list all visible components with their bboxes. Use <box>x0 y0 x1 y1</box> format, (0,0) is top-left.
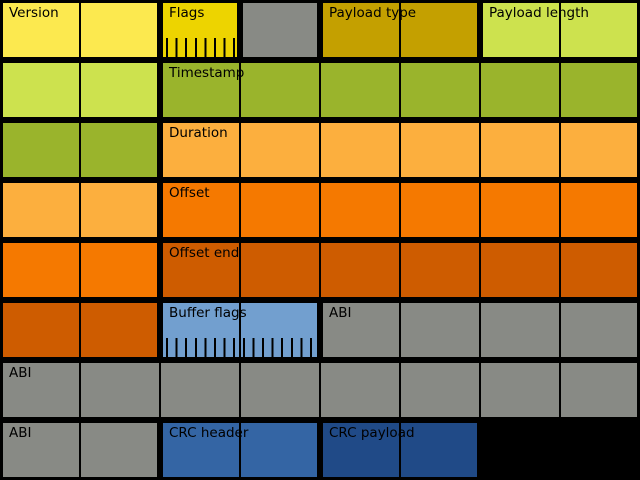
byte-divider <box>239 303 241 357</box>
byte-divider <box>79 123 81 177</box>
field-abi: ABI <box>323 303 637 357</box>
byte-divider <box>479 183 481 237</box>
field-label: CRC payload <box>329 425 415 441</box>
field-abi: ABI <box>3 423 157 477</box>
byte-divider <box>479 63 481 117</box>
field-version: Version <box>3 3 157 57</box>
byte-divider <box>79 63 81 117</box>
byte-divider <box>319 183 321 237</box>
field-duration: Duration <box>163 123 637 177</box>
byte-divider <box>239 423 241 477</box>
field-label: ABI <box>9 365 32 381</box>
field-label: Payload length <box>489 5 589 21</box>
field-abi: ABI <box>3 363 637 417</box>
byte-divider <box>479 303 481 357</box>
field-crc-header: CRC header <box>163 423 317 477</box>
field-crc-payload: CRC payload <box>323 423 477 477</box>
field-label: Buffer flags <box>169 305 247 321</box>
byte-divider <box>479 363 481 417</box>
field-label: Offset <box>169 185 210 201</box>
byte-divider <box>79 3 81 57</box>
field-label: Payload type <box>329 5 417 21</box>
byte-divider <box>399 123 401 177</box>
field-continuation <box>3 123 157 177</box>
field-continuation <box>3 303 157 357</box>
field-continuation <box>3 243 157 297</box>
byte-divider <box>399 63 401 117</box>
field-continuation <box>3 183 157 237</box>
byte-divider <box>319 363 321 417</box>
byte-divider <box>239 183 241 237</box>
field-label: Flags <box>169 5 205 21</box>
field-label: Duration <box>169 125 228 141</box>
byte-divider <box>319 243 321 297</box>
byte-divider <box>559 303 561 357</box>
byte-divider <box>319 123 321 177</box>
bit-ticks <box>166 338 316 357</box>
field-continuation <box>243 3 317 57</box>
byte-divider <box>399 423 401 477</box>
byte-divider <box>479 243 481 297</box>
byte-divider <box>239 63 241 117</box>
field-payload-type: Payload type <box>323 3 477 57</box>
field-label: CRC header <box>169 425 249 441</box>
byte-divider <box>559 63 561 117</box>
byte-divider <box>559 363 561 417</box>
byte-divider <box>479 123 481 177</box>
bit-ticks <box>166 38 236 57</box>
field-flags: Flags <box>163 3 237 57</box>
byte-divider <box>399 3 401 57</box>
byte-divider <box>399 363 401 417</box>
byte-divider <box>79 303 81 357</box>
field-continuation <box>3 63 157 117</box>
field-label: ABI <box>9 425 32 441</box>
byte-divider <box>559 3 561 57</box>
field-offset-end: Offset end <box>163 243 637 297</box>
byte-divider <box>319 63 321 117</box>
field-buffer-flags: Buffer flags <box>163 303 317 357</box>
byte-divider <box>79 243 81 297</box>
byte-divider <box>559 123 561 177</box>
byte-divider <box>399 243 401 297</box>
byte-divider <box>79 363 81 417</box>
byte-divider <box>239 123 241 177</box>
byte-divider <box>559 243 561 297</box>
field-timestamp: Timestamp <box>163 63 637 117</box>
byte-divider <box>159 363 161 417</box>
field-payload-length: Payload length <box>483 3 637 57</box>
byte-divider <box>239 363 241 417</box>
byte-divider <box>79 183 81 237</box>
byte-divider <box>399 183 401 237</box>
byte-divider <box>399 303 401 357</box>
field-label: Offset end <box>169 245 240 261</box>
field-label: ABI <box>329 305 352 321</box>
byte-divider <box>239 243 241 297</box>
field-offset: Offset <box>163 183 637 237</box>
byte-divider <box>79 423 81 477</box>
byte-divider <box>559 183 561 237</box>
field-label: Timestamp <box>169 65 245 81</box>
field-label: Version <box>9 5 59 21</box>
